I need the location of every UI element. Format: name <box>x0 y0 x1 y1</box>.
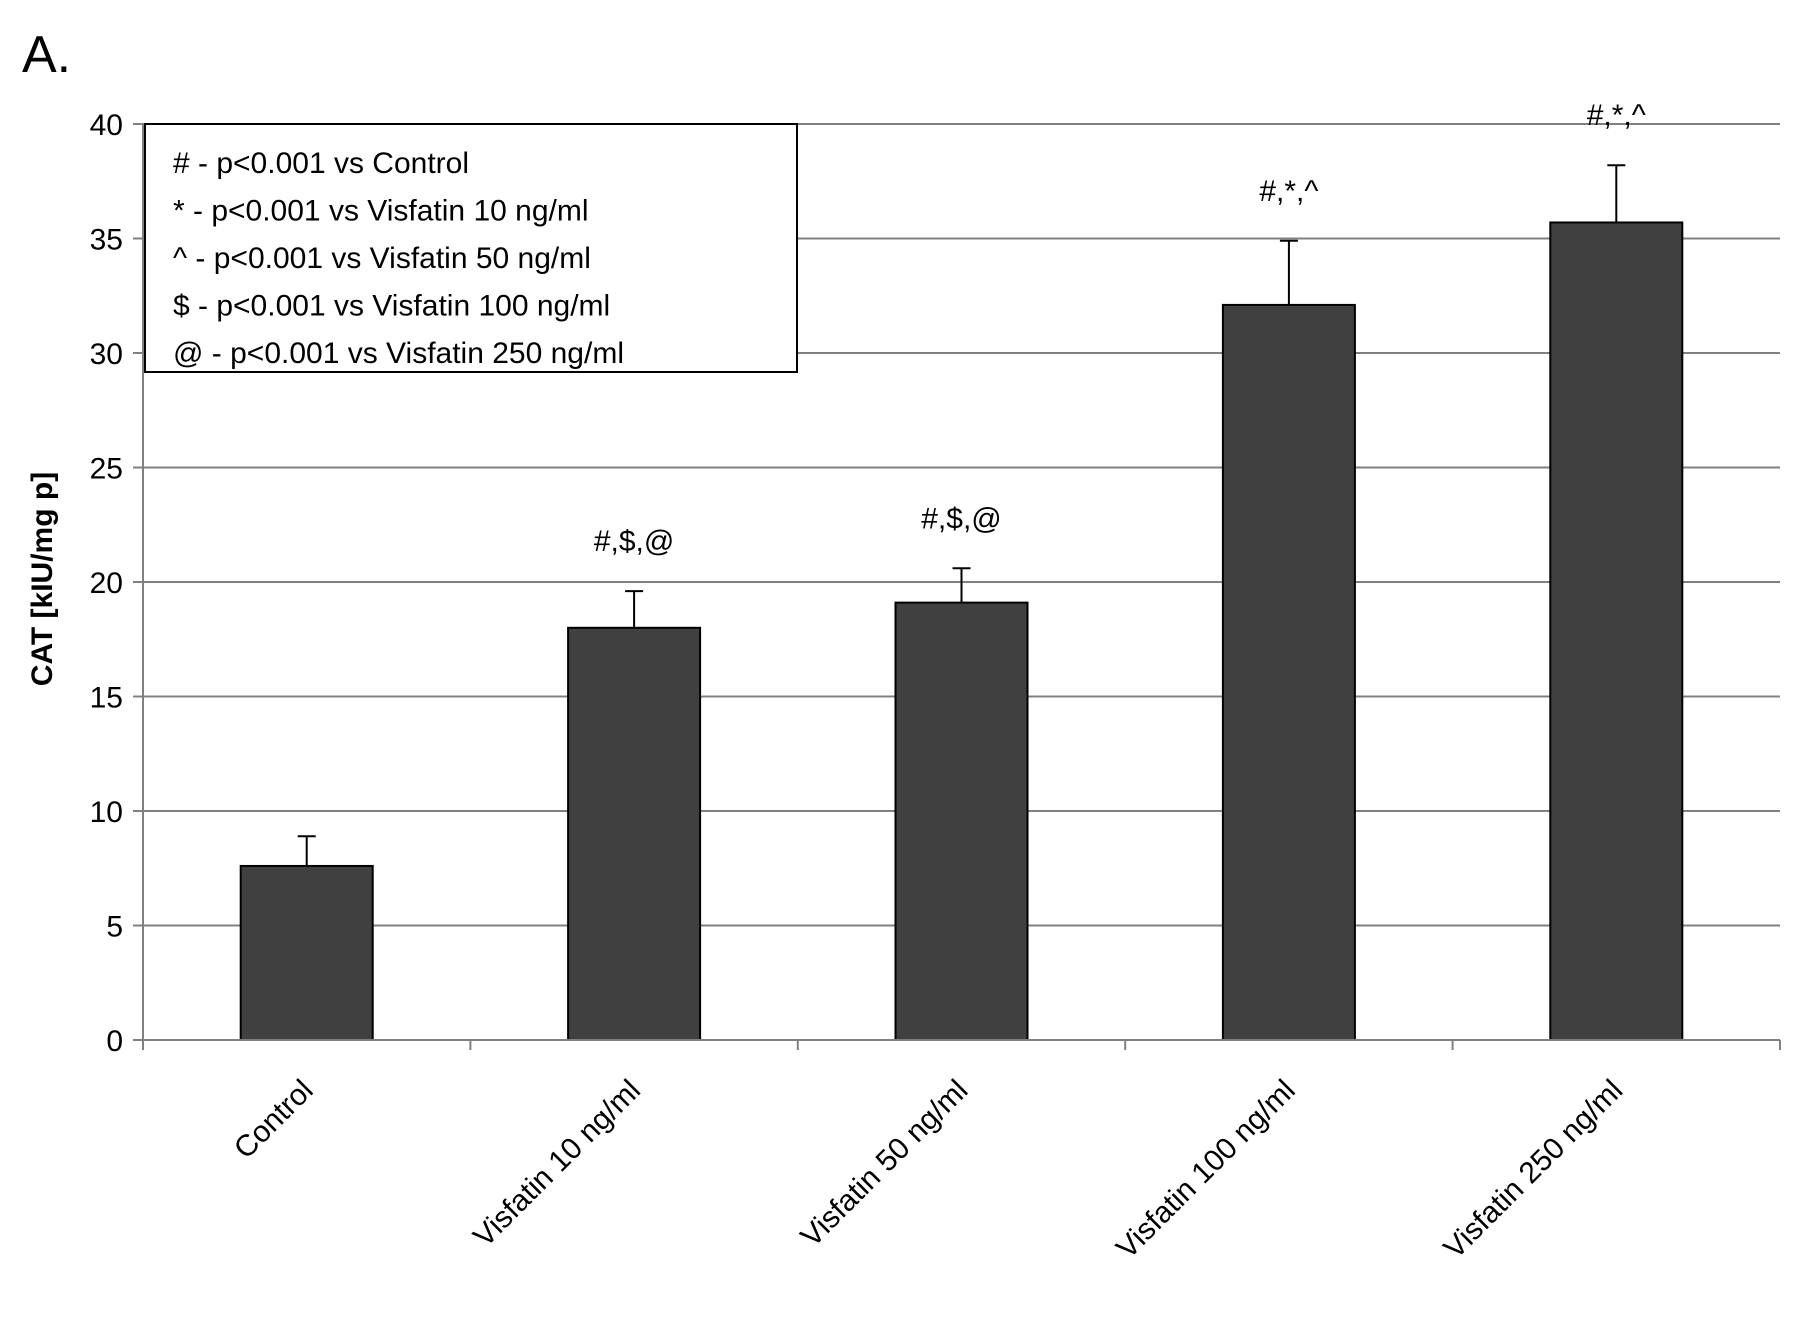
legend-entry-0: # - p<0.001 vs Control <box>173 147 469 180</box>
bars <box>239 164 1684 1042</box>
axes <box>133 123 1781 1050</box>
legend-box <box>144 123 798 373</box>
x-category-label-2: Visfatin 50 ng/ml <box>795 1074 975 1254</box>
legend-entry-1: * - p<0.001 vs Visfatin 10 ng/ml <box>173 195 589 228</box>
y-tick-label-20: 20 <box>90 567 123 600</box>
x-category-label-1: Visfatin 10 ng/ml <box>467 1074 647 1254</box>
y-tick-label-30: 30 <box>90 338 123 371</box>
legend: # - p<0.001 vs Control * - p<0.001 vs Vis… <box>144 123 798 373</box>
bar-4 <box>1549 221 1684 1042</box>
annotation-1: #,$,@ <box>594 525 675 558</box>
y-tick-labels: 0 5 10 15 20 25 30 35 40 <box>90 109 123 1058</box>
y-axis-label: CAT [kIU/mg p] <box>26 472 59 686</box>
x-category-label-4: Visfatin 250 ng/ml <box>1438 1074 1630 1266</box>
bar-3 <box>1221 303 1356 1042</box>
panel-label: A. <box>22 26 71 84</box>
legend-entry-3: $ - p<0.001 vs Visfatin 100 ng/ml <box>173 290 610 323</box>
legend-entry-2: ^ - p<0.001 vs Visfatin 50 ng/ml <box>173 242 591 275</box>
x-category-label-0: Control <box>228 1074 320 1166</box>
legend-entry-4: @ - p<0.001 vs Visfatin 250 ng/ml <box>173 337 624 370</box>
y-tick-label-15: 15 <box>90 682 123 715</box>
y-tick-label-0: 0 <box>106 1025 123 1058</box>
y-tick-label-40: 40 <box>90 109 123 142</box>
y-tick-label-5: 5 <box>106 911 123 944</box>
annotation-4: #,*,^ <box>1587 99 1646 132</box>
annotation-3: #,*,^ <box>1259 175 1318 208</box>
bar-2 <box>894 601 1029 1041</box>
y-tick-label-10: 10 <box>90 796 123 829</box>
x-category-label-3: Visfatin 100 ng/ml <box>1110 1074 1302 1266</box>
bar-1 <box>567 626 702 1041</box>
bar-0 <box>239 864 374 1042</box>
significance-annotations: #,$,@ #,$,@ #,*,^ #,*,^ <box>594 99 1646 558</box>
x-category-labels: Control Visfatin 10 ng/ml Visfatin 50 ng/m… <box>228 1074 1629 1266</box>
y-tick-label-35: 35 <box>90 224 123 257</box>
annotation-2: #,$,@ <box>921 502 1002 535</box>
y-tick-label-25: 25 <box>90 453 123 486</box>
